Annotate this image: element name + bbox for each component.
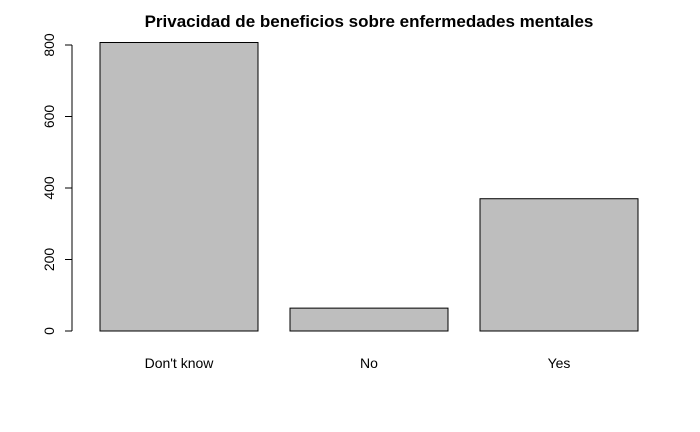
bar: [99, 41, 259, 332]
x-category-label: Yes: [548, 355, 571, 371]
y-tick-label: 400: [41, 176, 57, 200]
x-axis-labels: Don't know No Yes: [145, 355, 571, 371]
y-axis: 0 200 400 600 800: [41, 33, 72, 335]
x-category-label: No: [360, 355, 378, 371]
x-category-label: Don't know: [145, 355, 215, 371]
chart-title: Privacidad de beneficios sobre enfermeda…: [145, 12, 594, 31]
y-tick-label: 800: [41, 33, 57, 57]
bar: [289, 307, 449, 332]
y-tick-label: 200: [41, 248, 57, 272]
y-tick-label: 0: [41, 327, 57, 335]
y-tick-label: 600: [41, 105, 57, 129]
bars-group: [99, 41, 639, 332]
bar: [479, 198, 639, 332]
